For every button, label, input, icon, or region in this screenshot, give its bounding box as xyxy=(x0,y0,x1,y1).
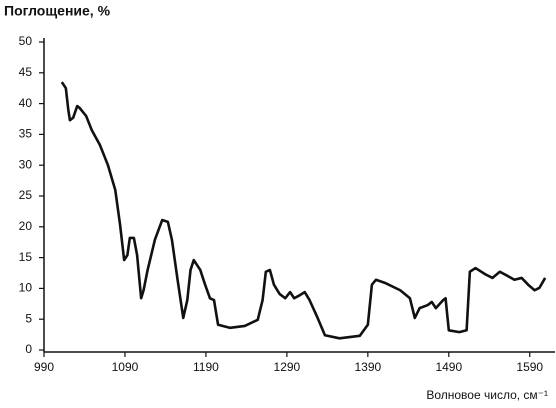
y-tick-label: 15 xyxy=(19,250,33,264)
x-tick-label: 990 xyxy=(34,360,54,374)
x-tick-label: 1490 xyxy=(435,360,462,374)
y-tick-label: 30 xyxy=(19,157,33,171)
y-tick-label: 50 xyxy=(19,34,33,48)
y-tick-label: 40 xyxy=(19,96,33,110)
x-tick-label: 1390 xyxy=(354,360,381,374)
y-tick-label: 25 xyxy=(19,188,33,202)
x-tick-label: 1290 xyxy=(274,360,301,374)
y-tick-label: 5 xyxy=(25,311,32,325)
chart-title: Поглощение, % xyxy=(4,3,111,19)
y-tick-label: 10 xyxy=(19,281,33,295)
y-tick-label: 35 xyxy=(19,127,33,141)
y-tick-label: 0 xyxy=(25,342,32,356)
x-tick-label: 1590 xyxy=(516,360,543,374)
x-axis-label: Волновое число, см⁻¹ xyxy=(426,388,548,402)
x-tick-label: 1190 xyxy=(193,360,219,374)
x-tick-label: 1090 xyxy=(112,360,139,374)
spectrum-line xyxy=(60,81,547,340)
y-tick-label: 20 xyxy=(19,219,33,233)
y-tick-label: 45 xyxy=(19,65,33,79)
